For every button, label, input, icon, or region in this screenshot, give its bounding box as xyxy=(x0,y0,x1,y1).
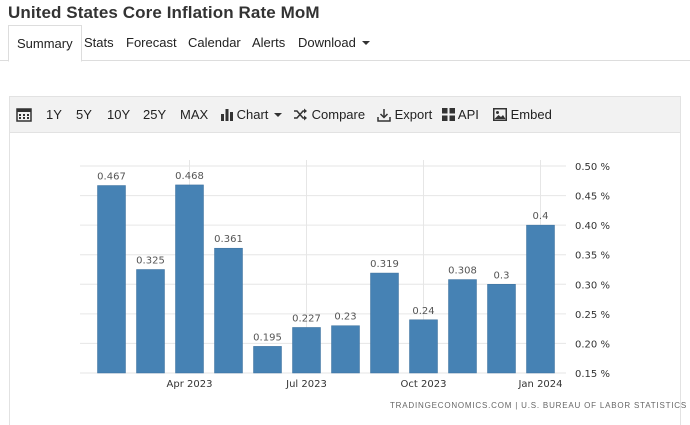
tab-summary[interactable]: Summary xyxy=(8,25,82,62)
tab-bar: Summary Stats Forecast Calendar Alerts D… xyxy=(0,25,690,62)
bar xyxy=(97,185,126,374)
image-icon xyxy=(493,108,507,122)
embed-button[interactable]: Embed xyxy=(493,97,552,133)
bar-chart-icon xyxy=(221,109,233,122)
chart-type-label: Chart xyxy=(236,107,269,122)
data-label: 0.308 xyxy=(448,266,477,277)
bar xyxy=(526,224,555,374)
shuffle-icon xyxy=(294,108,307,121)
api-label: API xyxy=(457,107,479,122)
x-tick-label: Jul 2023 xyxy=(285,379,327,390)
y-tick-label: 0.25 % xyxy=(575,310,610,321)
calendar-icon xyxy=(16,108,32,122)
download-icon xyxy=(377,108,391,122)
bar xyxy=(136,269,165,374)
export-label: Export xyxy=(394,107,433,122)
compare-button[interactable]: Compare xyxy=(293,97,365,133)
api-button[interactable]: API xyxy=(442,97,479,133)
compare-label: Compare xyxy=(311,107,366,122)
data-label: 0.325 xyxy=(136,256,165,267)
data-label: 0.319 xyxy=(370,259,399,270)
chevron-down-icon xyxy=(274,112,283,117)
data-label: 0.361 xyxy=(214,234,243,245)
data-label: 0.3 xyxy=(494,270,510,281)
range-1y-button[interactable]: 1Y xyxy=(46,107,62,122)
x-tick-label: Apr 2023 xyxy=(167,379,213,390)
grid-icon xyxy=(442,108,455,122)
bar xyxy=(175,184,204,374)
x-tick-label: Oct 2023 xyxy=(401,379,447,390)
data-label: 0.467 xyxy=(97,172,126,183)
tab-download[interactable]: Download xyxy=(290,25,378,61)
tab-alerts[interactable]: Alerts xyxy=(252,35,286,50)
tab-forecast[interactable]: Forecast xyxy=(126,35,177,50)
tab-calendar[interactable]: Calendar xyxy=(188,35,241,50)
y-tick-label: 0.35 % xyxy=(575,251,610,262)
calendar-button[interactable] xyxy=(16,97,32,133)
embed-label: Embed xyxy=(510,107,552,122)
chart-type-button[interactable]: Chart xyxy=(221,97,283,133)
bar xyxy=(487,284,516,374)
y-tick-label: 0.45 % xyxy=(575,192,610,203)
y-tick-label: 0.15 % xyxy=(575,369,610,380)
bar xyxy=(292,327,321,374)
bar xyxy=(253,346,282,374)
data-label: 0.468 xyxy=(175,171,204,182)
y-tick-label: 0.30 % xyxy=(575,280,610,291)
bar xyxy=(448,279,477,374)
chart-toolbar: 1Y 5Y 10Y 25Y MAX Chart Compare Export xyxy=(10,97,680,133)
data-label: 0.4 xyxy=(533,211,549,222)
data-label: 0.24 xyxy=(412,306,434,317)
bar xyxy=(214,247,243,374)
chart-panel: 1Y 5Y 10Y 25Y MAX Chart Compare Export xyxy=(9,96,681,425)
y-tick-label: 0.50 % xyxy=(575,162,610,173)
tab-download-label: Download xyxy=(298,35,356,50)
range-max-button[interactable]: MAX xyxy=(180,107,209,122)
range-10y-button[interactable]: 10Y xyxy=(107,107,131,122)
data-label: 0.227 xyxy=(292,313,321,324)
y-tick-label: 0.20 % xyxy=(575,339,610,350)
range-5y-button[interactable]: 5Y xyxy=(76,107,92,122)
y-tick-label: 0.40 % xyxy=(575,221,610,232)
bar xyxy=(331,325,360,374)
bar xyxy=(409,319,438,374)
x-tick-label: Jan 2024 xyxy=(517,379,562,390)
source-attribution: TRADINGECONOMICS.COM | U.S. BUREAU OF LA… xyxy=(390,401,688,410)
data-label: 0.195 xyxy=(253,332,282,343)
page-title: United States Core Inflation Rate MoM xyxy=(8,3,320,22)
export-button[interactable]: Export xyxy=(377,97,432,133)
bar xyxy=(370,272,399,374)
data-label: 0.23 xyxy=(334,312,356,323)
chevron-down-icon xyxy=(361,40,370,45)
range-25y-button[interactable]: 25Y xyxy=(143,107,167,122)
tab-stats[interactable]: Stats xyxy=(84,35,114,50)
